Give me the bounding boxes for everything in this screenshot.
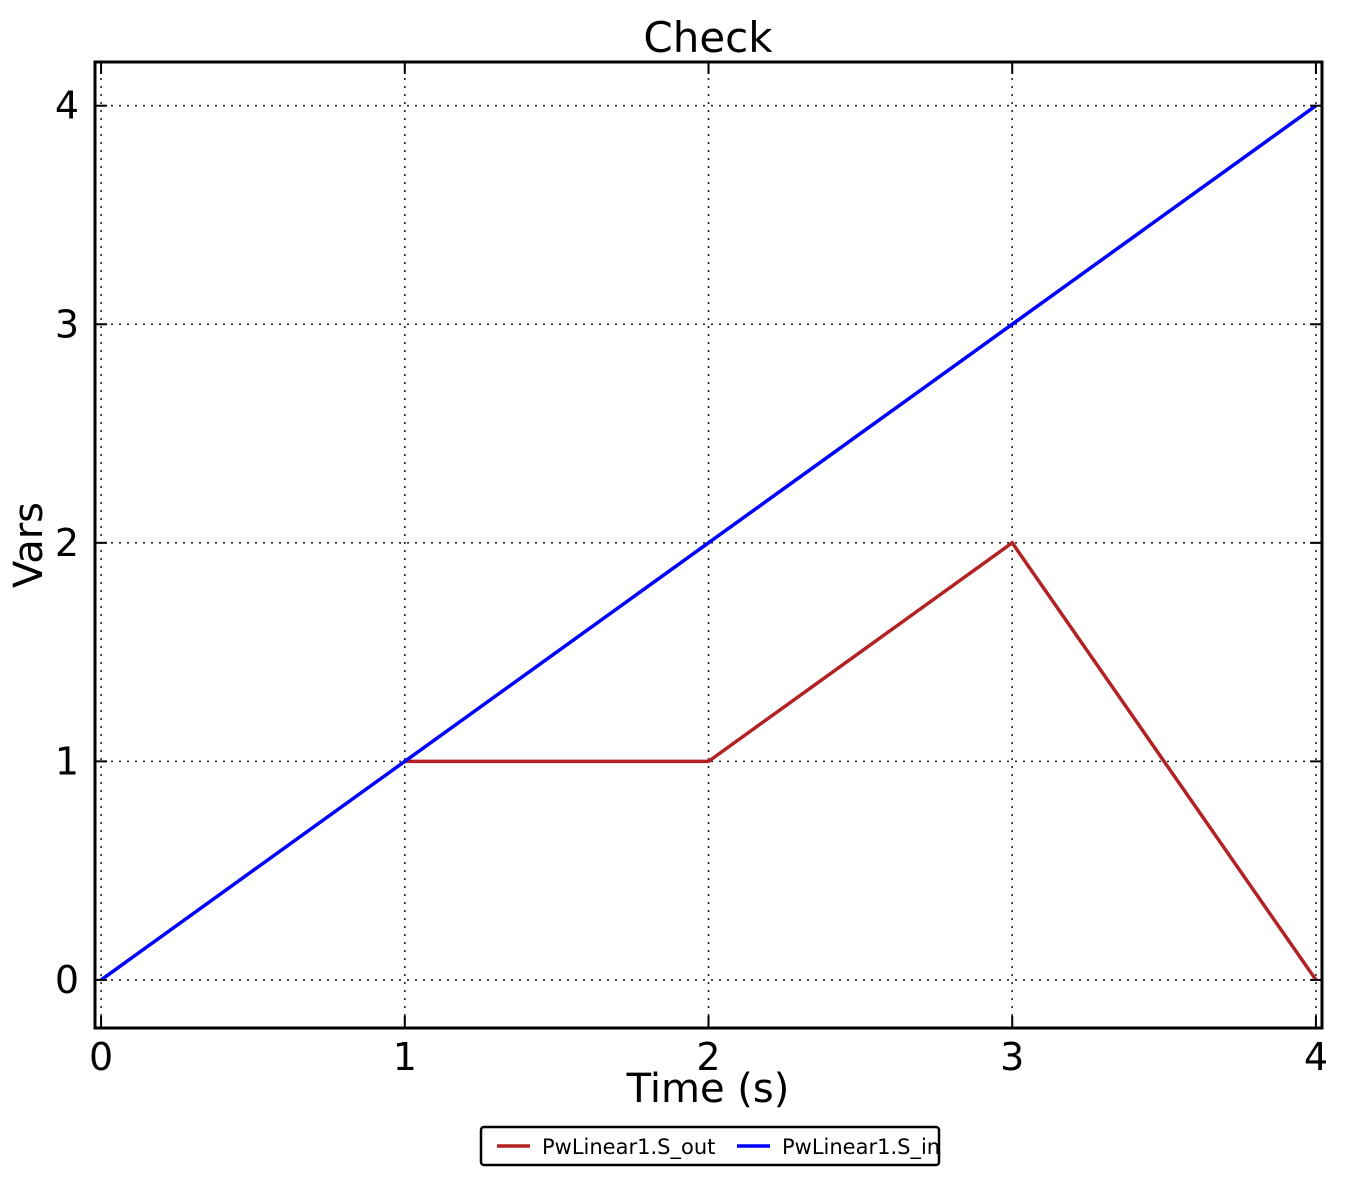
y-tick-label: 3 xyxy=(55,302,79,346)
x-axis-label: Time (s) xyxy=(626,1066,790,1112)
x-tick-label: 4 xyxy=(1304,1035,1328,1079)
x-tick-label: 1 xyxy=(393,1035,417,1079)
series-line-pwlinear1-s-in xyxy=(100,104,1317,982)
legend-entry-label: PwLinear1.S_out xyxy=(542,1135,715,1160)
series-line-pwlinear1-s-out xyxy=(404,540,1318,981)
grid-lines xyxy=(95,62,1322,1028)
x-tick-label: 3 xyxy=(1000,1035,1024,1079)
axis-ticks xyxy=(95,62,1322,1028)
chart-title: Check xyxy=(643,13,773,62)
legend: PwLinear1.S_out PwLinear1.S_in xyxy=(479,1125,941,1167)
y-tick-label: 2 xyxy=(55,521,79,565)
x-tick-label: 0 xyxy=(89,1035,113,1079)
y-axis-label: Vars xyxy=(6,502,52,588)
y-tick-label: 1 xyxy=(55,739,79,783)
x-tick-label: 2 xyxy=(696,1035,720,1079)
data-series xyxy=(100,104,1318,982)
y-tick-label: 0 xyxy=(55,958,79,1002)
tick-labels: 0 1 2 3 4 0 1 2 3 4 xyxy=(55,84,1328,1079)
legend-entry-label: PwLinear1.S_in xyxy=(782,1135,940,1160)
legend-box xyxy=(479,1125,941,1167)
y-tick-label: 4 xyxy=(55,84,79,128)
